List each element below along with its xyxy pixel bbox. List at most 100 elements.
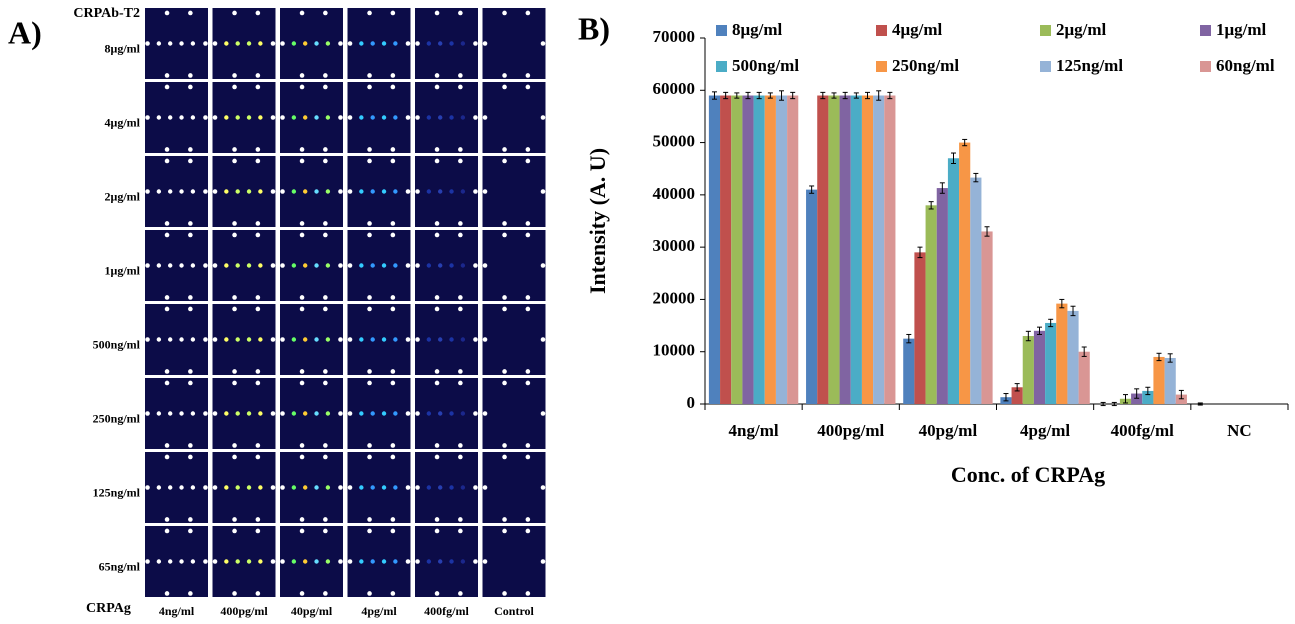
spot [390, 147, 396, 152]
spot [314, 559, 319, 564]
spot [232, 10, 237, 16]
legend-swatch [1200, 25, 1211, 36]
spot [370, 115, 375, 120]
spot [502, 84, 507, 90]
spot [190, 115, 196, 120]
spot [270, 337, 276, 342]
spot [434, 295, 440, 300]
spot [390, 295, 396, 300]
spot [235, 559, 240, 564]
spot [156, 337, 162, 342]
spot [188, 528, 193, 534]
spot [370, 41, 375, 46]
spot [164, 528, 170, 534]
spot [460, 559, 466, 564]
spot [323, 84, 328, 90]
spot [156, 411, 162, 416]
spot [325, 189, 331, 194]
spot [303, 189, 308, 194]
spot [367, 10, 372, 16]
spot [405, 559, 411, 564]
spot [179, 115, 184, 120]
spot [235, 485, 240, 490]
spot [323, 306, 328, 312]
spot [502, 73, 507, 78]
array-image [280, 304, 343, 375]
spot [258, 263, 263, 268]
y-tick-label: 50000 [653, 131, 696, 150]
bar [1164, 357, 1176, 404]
spot [188, 84, 193, 90]
spot [502, 232, 507, 238]
spot [179, 411, 184, 416]
spot [540, 411, 546, 416]
spot [224, 559, 229, 564]
column-label: Control [494, 604, 534, 618]
spot [426, 189, 432, 194]
bar [1033, 330, 1046, 404]
array-image [347, 304, 411, 375]
spot [145, 115, 150, 120]
spot [405, 411, 411, 416]
array-image [347, 526, 411, 597]
bar [936, 188, 948, 404]
row-label: 4μg/ml [105, 115, 141, 129]
spot [303, 337, 308, 342]
spot [299, 84, 305, 90]
spot [164, 73, 170, 78]
spot [473, 41, 478, 46]
spot [188, 306, 193, 312]
spot [235, 41, 240, 46]
array-image [145, 526, 208, 597]
spot [502, 528, 507, 534]
spot [323, 591, 328, 596]
legend-label: 2μg/ml [1056, 20, 1107, 39]
spot [164, 84, 170, 90]
spot [232, 221, 237, 226]
spot [460, 485, 466, 490]
spot [325, 559, 331, 564]
spot [323, 73, 328, 78]
spot [434, 232, 440, 238]
spot [540, 485, 546, 490]
array-image [415, 156, 478, 227]
spot [473, 411, 478, 416]
spot [482, 485, 488, 490]
spot [212, 189, 218, 194]
spot [323, 369, 328, 374]
spot [434, 443, 440, 448]
array-image [347, 156, 411, 227]
spot [540, 41, 546, 46]
spot [525, 84, 531, 90]
array-image [145, 82, 208, 153]
spot [224, 263, 229, 268]
spot [164, 232, 170, 238]
spot [323, 528, 328, 534]
spot [255, 158, 261, 164]
spot [434, 158, 440, 164]
spot [482, 41, 488, 46]
spot [325, 115, 331, 120]
spot [426, 263, 432, 268]
spot [482, 559, 488, 564]
spot [299, 380, 305, 386]
spot [525, 443, 531, 448]
spot [235, 263, 240, 268]
spot [190, 485, 196, 490]
spot [232, 528, 237, 534]
spot [426, 337, 432, 342]
spot [203, 337, 208, 342]
spot [458, 158, 463, 164]
bar [1067, 310, 1079, 404]
spot [458, 591, 463, 596]
spot [502, 369, 507, 374]
spot [370, 485, 375, 490]
spot [314, 485, 319, 490]
array-image [212, 230, 276, 301]
spot [393, 263, 398, 268]
spot [482, 263, 488, 268]
array-image [212, 82, 276, 153]
bar [787, 95, 799, 404]
spot [212, 337, 218, 342]
spot [415, 115, 420, 120]
